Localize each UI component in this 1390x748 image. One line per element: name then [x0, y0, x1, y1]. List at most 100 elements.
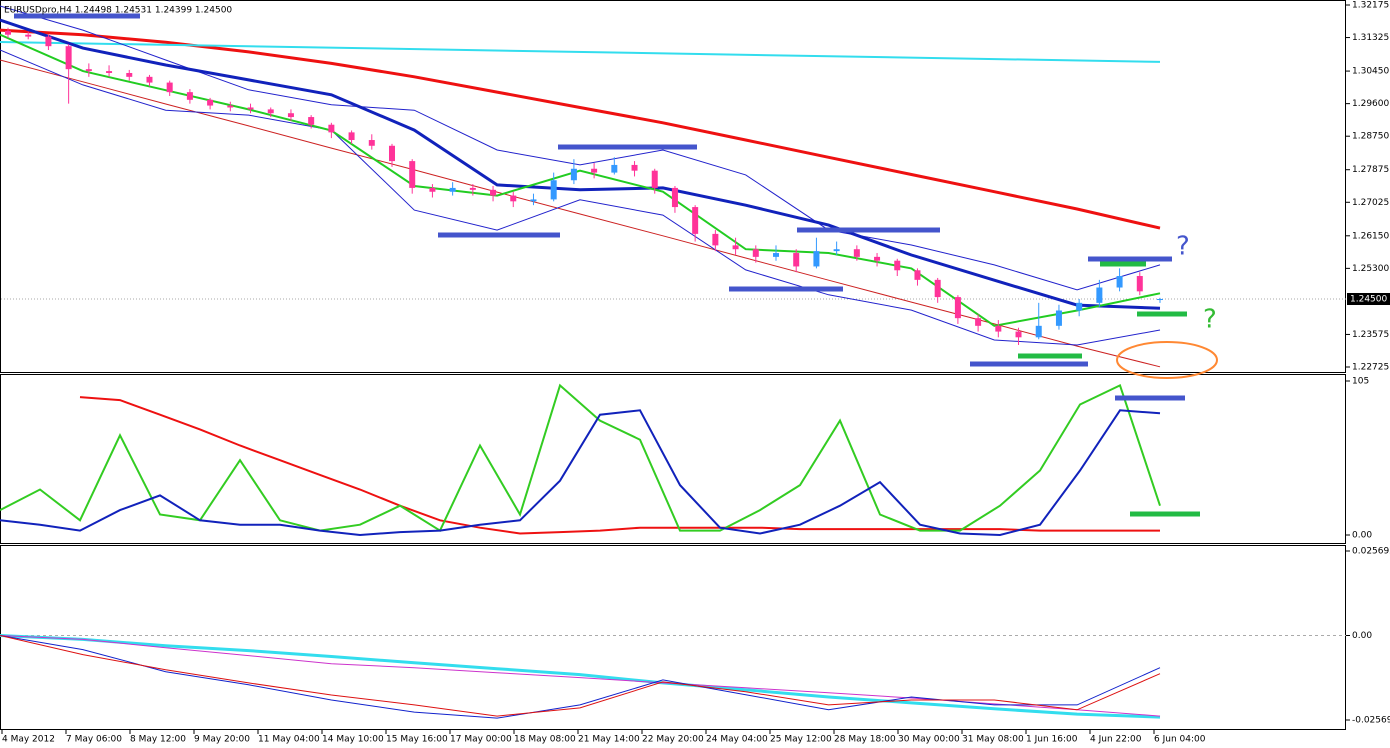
indicator-line [0, 49, 1161, 346]
candle-body [631, 164, 638, 171]
indicator-line [0, 634, 1161, 719]
y-tick-label: 1.25300 [1352, 264, 1389, 274]
x-tick-label: 24 May 04:00 [706, 735, 768, 745]
candle-body [5, 30, 11, 35]
x-tick-label: 11 May 04:00 [258, 735, 320, 745]
candle-body [25, 34, 32, 37]
candle-body [874, 256, 881, 261]
candle-body [752, 249, 759, 257]
x-tick-label: 4 May 2012 [2, 735, 55, 745]
candle-body [1116, 276, 1123, 288]
candle-body [1035, 325, 1042, 338]
candle-body [530, 199, 537, 202]
x-tick-label: 18 May 08:00 [514, 735, 576, 745]
y-tick-label: 1.29600 [1352, 99, 1389, 109]
candle-body [1076, 302, 1083, 311]
candle-body [712, 233, 719, 246]
y-tick-label: 0.00 [1352, 531, 1372, 541]
candle-body [914, 270, 921, 280]
candle-body [490, 189, 497, 196]
header: EURUSDpro,H4 1.24498 1.24531 1.24399 1.2… [4, 6, 232, 16]
candle-body [308, 117, 315, 125]
candle-body [368, 140, 375, 146]
candle-body [1055, 310, 1062, 326]
y-tick-label: 1.26150 [1352, 231, 1389, 241]
indicator-line [79, 396, 1160, 535]
indicator-line [0, 635, 1161, 719]
candle-body [611, 164, 618, 173]
x-tick-label: 14 May 10:00 [322, 735, 384, 745]
candle-body [954, 297, 961, 319]
candle-body [793, 253, 800, 267]
indicator-line [0, 33, 1161, 327]
x-tick-label: 28 May 18:00 [834, 735, 896, 745]
candle-body [267, 109, 274, 114]
drawings [14, 13, 1218, 517]
x-tick-label: 30 May 00:00 [898, 735, 960, 745]
candle-body [1096, 287, 1103, 303]
x-tick-label: 8 May 12:00 [130, 735, 186, 745]
candle-body [671, 187, 678, 208]
x-tick-label: 31 May 08:00 [962, 735, 1024, 745]
candle-body [85, 69, 92, 72]
y-tick-label: 1.32175 [1352, 1, 1389, 11]
indicator-line [0, 409, 1161, 537]
candle-body [207, 99, 214, 106]
y-tick-label: 1.23575 [1352, 330, 1389, 340]
y-tick-label: 105 [1352, 377, 1369, 387]
y-tick-label: 1.30450 [1352, 67, 1389, 77]
candle-body [409, 161, 416, 188]
candle-body [1136, 276, 1143, 292]
price-label: 1.24500 [1350, 295, 1387, 305]
x-tick-label: 25 May 12:00 [770, 735, 832, 745]
main-panel [0, 0, 1346, 373]
candle-body [449, 187, 456, 192]
y-tick-label: 0.00 [1352, 631, 1372, 641]
candle-body [146, 76, 153, 83]
candle-body [510, 195, 517, 202]
x-tick-label: 15 May 16:00 [386, 735, 448, 745]
x-tick-label: 1 Jun 16:00 [1026, 735, 1078, 745]
x-tick-label: 7 May 06:00 [66, 735, 122, 745]
candle-body [550, 180, 557, 200]
candle-body [1157, 299, 1163, 301]
candle-body [975, 318, 982, 326]
x-tick-label: 17 May 00:00 [450, 735, 512, 745]
candle-body [651, 170, 658, 188]
x-tick-label: 9 May 20:00 [194, 735, 250, 745]
y-tick-label: -0.025692 [1352, 716, 1390, 726]
question: ? [1176, 232, 1190, 262]
y-tick-label: 0.025692 [1352, 547, 1390, 557]
candle-body [995, 325, 1002, 332]
candle-body [227, 105, 234, 108]
candle-body [469, 187, 476, 190]
candle-body [126, 72, 133, 77]
candle-body [186, 92, 193, 100]
y-tick-label: 1.27875 [1352, 165, 1389, 175]
highlight [1116, 341, 1218, 379]
candle-body [853, 249, 860, 257]
indicator-line [0, 18, 1161, 310]
candle-body [106, 71, 113, 73]
candle-body [591, 168, 598, 173]
candle-body [934, 279, 941, 298]
candle-body [570, 168, 577, 181]
candle-body [348, 132, 355, 141]
y-tick-label: 1.28750 [1352, 132, 1389, 142]
price-tag [1347, 293, 1390, 306]
candle-body [1015, 331, 1022, 338]
candle-body [65, 46, 72, 70]
candle-body [328, 124, 335, 133]
x-tick-label: 21 May 14:00 [578, 735, 640, 745]
candle-body [247, 107, 254, 110]
indicator-line [0, 635, 1161, 717]
indicator-line [0, 59, 1161, 368]
x-tick-label: 6 Jun 04:00 [1154, 735, 1206, 745]
candle-body [287, 113, 294, 118]
candle-body [429, 187, 436, 192]
candle-body [773, 253, 779, 257]
candle-body [166, 82, 173, 93]
question: ? [1203, 305, 1217, 335]
